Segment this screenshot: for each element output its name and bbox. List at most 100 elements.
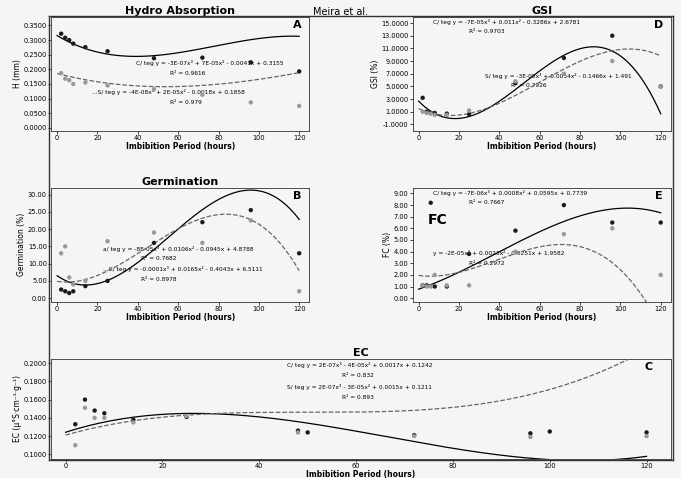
Text: ...S/ teg y = -4E-08x³ + 2E-05x² - 0.0018x + 0.1858: ...S/ teg y = -4E-08x³ + 2E-05x² - 0.001… xyxy=(93,88,245,95)
Point xyxy=(558,201,569,209)
Point xyxy=(641,429,652,436)
Point xyxy=(89,407,100,414)
Point xyxy=(441,282,452,290)
Point xyxy=(64,273,75,281)
Point xyxy=(425,199,436,206)
Point xyxy=(422,282,432,289)
Point xyxy=(525,430,536,437)
Y-axis label: H (mm): H (mm) xyxy=(13,59,22,88)
Point xyxy=(429,282,440,290)
X-axis label: Imbibition Period (hours): Imbibition Period (hours) xyxy=(125,142,235,152)
Point xyxy=(525,433,536,441)
Text: a/ teg y = -8E-05x³ + 0.0106x² - 0.0945x + 4.8788: a/ teg y = -8E-05x³ + 0.0106x² - 0.0945x… xyxy=(103,246,253,252)
Point xyxy=(60,34,71,42)
Point xyxy=(80,404,91,412)
Point xyxy=(558,70,569,77)
Y-axis label: FC (%): FC (%) xyxy=(383,232,392,257)
Point xyxy=(128,416,139,424)
Text: Meira et al.: Meira et al. xyxy=(313,7,368,17)
Text: R² = 0.9616: R² = 0.9616 xyxy=(170,71,205,76)
Point xyxy=(294,287,304,295)
Point xyxy=(417,282,428,289)
Point xyxy=(655,83,666,90)
Text: R² = 0.9703: R² = 0.9703 xyxy=(469,29,505,34)
Point xyxy=(425,109,436,117)
Point xyxy=(510,227,521,235)
Text: FC: FC xyxy=(428,213,448,227)
Point xyxy=(89,414,100,422)
Point xyxy=(64,36,75,44)
Point xyxy=(409,431,419,439)
Point xyxy=(102,277,113,285)
Text: C: C xyxy=(644,361,652,371)
Point xyxy=(245,98,256,106)
Point xyxy=(544,428,555,435)
Text: R² = 0.7682: R² = 0.7682 xyxy=(142,256,177,261)
Point xyxy=(197,54,208,62)
Point xyxy=(148,239,159,247)
Point xyxy=(56,30,67,37)
Point xyxy=(148,86,159,93)
Point xyxy=(607,57,618,65)
Text: B: B xyxy=(293,191,302,201)
Point xyxy=(422,282,432,290)
Point xyxy=(422,108,432,116)
Point xyxy=(425,282,436,290)
Title: EC: EC xyxy=(353,348,369,358)
Point xyxy=(441,282,452,289)
Point xyxy=(293,427,304,435)
Point xyxy=(99,414,110,422)
Point xyxy=(60,242,71,250)
Point xyxy=(245,58,256,66)
Point xyxy=(197,239,208,247)
Text: R² = 0.979: R² = 0.979 xyxy=(170,100,202,105)
Point xyxy=(422,109,432,117)
Text: R² = 0.8978: R² = 0.8978 xyxy=(142,277,177,282)
Y-axis label: Germination (%): Germination (%) xyxy=(18,213,27,276)
Point xyxy=(464,282,475,289)
Point xyxy=(429,111,440,119)
Point xyxy=(148,54,159,62)
Point xyxy=(181,412,192,420)
Text: C/ teg y = -3E-07x³ + 7E-05x² - 0.0041x + 0.3155: C/ teg y = -3E-07x³ + 7E-05x² - 0.0041x … xyxy=(136,60,284,66)
Text: D: D xyxy=(654,20,663,30)
Text: A: A xyxy=(293,20,302,30)
X-axis label: Imbibition Period (hours): Imbibition Period (hours) xyxy=(125,313,235,322)
Text: S/ teg y = -3E-05x³ + 0.0054x² - 0.1466x + 1.491: S/ teg y = -3E-05x³ + 0.0054x² - 0.1466x… xyxy=(485,73,631,78)
Point xyxy=(294,102,304,110)
Text: R² = 0.893: R² = 0.893 xyxy=(343,395,375,400)
Point xyxy=(441,111,452,119)
Point xyxy=(510,77,521,85)
Point xyxy=(441,110,452,118)
Point xyxy=(102,82,113,89)
Point xyxy=(510,248,521,255)
Point xyxy=(68,281,79,288)
Point xyxy=(80,79,91,87)
Point xyxy=(68,80,79,88)
Point xyxy=(68,287,79,295)
Point xyxy=(641,432,652,440)
Text: R² = 0.7926: R² = 0.7926 xyxy=(511,83,546,88)
Point xyxy=(102,47,113,55)
Point xyxy=(302,429,313,436)
Point xyxy=(417,282,428,289)
Point xyxy=(80,396,91,403)
Title: Hydro Absorption: Hydro Absorption xyxy=(125,6,235,16)
Point xyxy=(181,413,192,421)
Point xyxy=(655,83,666,90)
Text: R² = 0.7667: R² = 0.7667 xyxy=(469,200,505,205)
Point xyxy=(607,219,618,227)
Point xyxy=(80,43,91,51)
Text: C/ teg y = -7E-06x³ + 0.0008x² + 0.0595x + 0.7739: C/ teg y = -7E-06x³ + 0.0008x² + 0.0595x… xyxy=(433,190,587,196)
Point xyxy=(558,230,569,238)
Text: y = -2E-05x³ + 0.0023x² - 0.0251x + 1.9582: y = -2E-05x³ + 0.0023x² - 0.0251x + 1.95… xyxy=(433,250,565,256)
Point xyxy=(409,432,419,440)
Text: S/ teg y = 2E-07x³ - 3E-05x² + 0.0015x + 0.1211: S/ teg y = 2E-07x³ - 3E-05x² + 0.0015x +… xyxy=(287,384,432,390)
Point xyxy=(294,250,304,257)
Text: ...C/ teg y = -0.0001x³ + 0.0165x² - 0.4043x + 6.5111: ...C/ teg y = -0.0001x³ + 0.0165x² - 0.4… xyxy=(103,266,262,272)
Point xyxy=(510,79,521,87)
Point xyxy=(128,419,139,426)
Point xyxy=(417,108,428,116)
Point xyxy=(607,32,618,40)
Text: C/ teg y = 2E-07x³ - 4E-05x² + 0.0017x + 0.1242: C/ teg y = 2E-07x³ - 4E-05x² + 0.0017x +… xyxy=(287,361,432,368)
